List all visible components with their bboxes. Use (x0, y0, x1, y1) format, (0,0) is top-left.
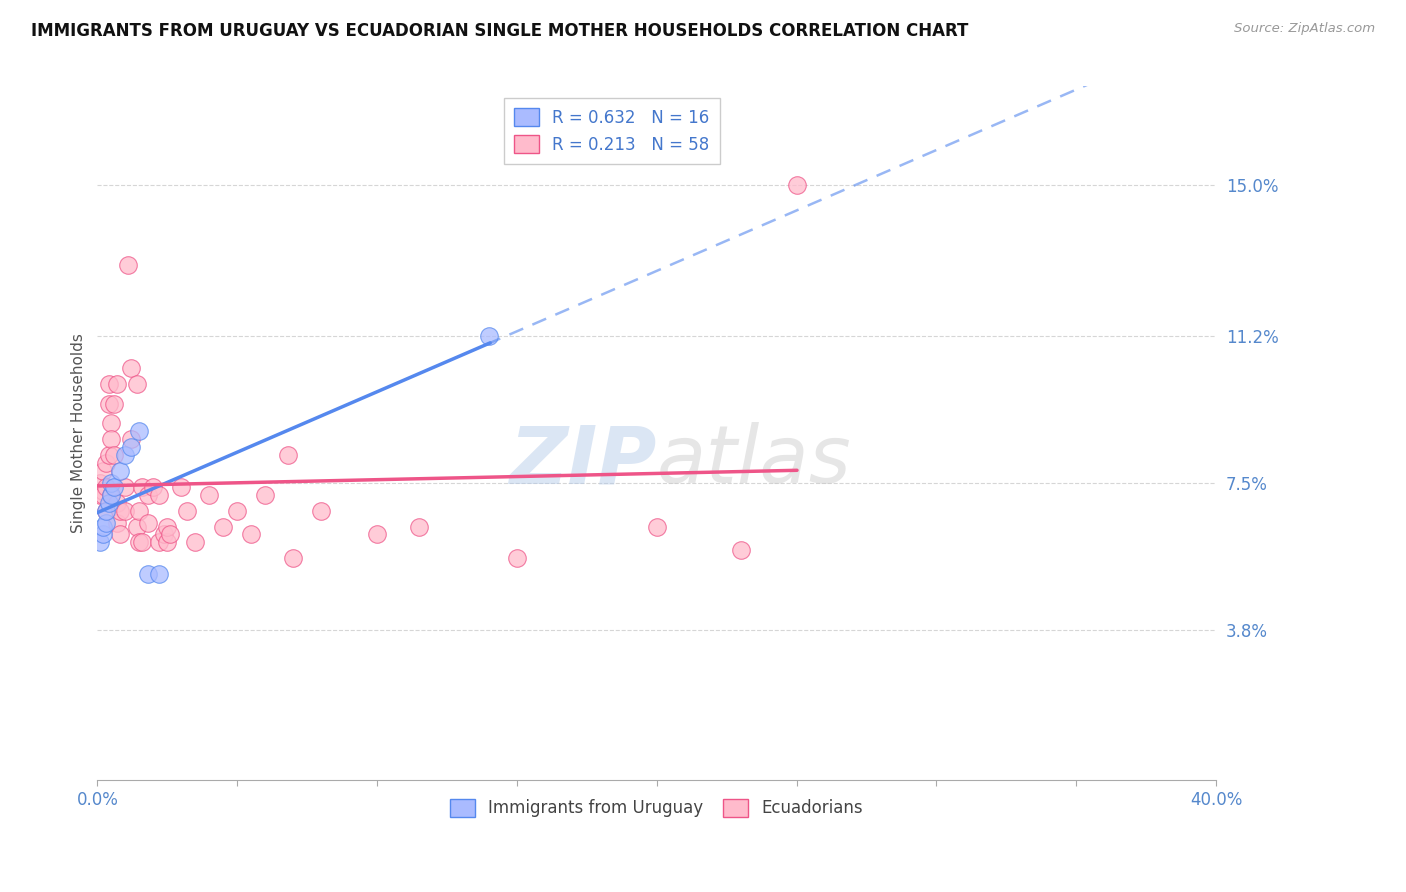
Point (128, 425, 150, 439)
Text: IMMIGRANTS FROM URUGUAY VS ECUADORIAN SINGLE MOTHER HOUSEHOLDS CORRELATION CHART: IMMIGRANTS FROM URUGUAY VS ECUADORIAN SI… (31, 22, 969, 40)
Point (226, 503, 249, 517)
Point (100, 488, 122, 502)
Point (91, 519, 114, 533)
Point (94, 503, 117, 517)
Point (120, 440, 142, 454)
Y-axis label: Single Mother Households: Single Mother Households (72, 334, 86, 533)
Point (100, 475, 122, 490)
Point (89, 535, 111, 549)
Point (645, 519, 668, 533)
Point (94, 480, 117, 494)
Point (91, 488, 114, 502)
Point (156, 535, 179, 549)
Point (105, 496, 128, 510)
Point (408, 519, 430, 533)
Point (478, 329, 501, 343)
Point (94, 516, 117, 530)
Point (148, 535, 170, 549)
Point (131, 480, 153, 494)
Point (89, 488, 111, 502)
Point (108, 503, 131, 517)
Point (786, 178, 808, 193)
Point (730, 543, 752, 558)
Point (120, 432, 142, 446)
Text: ZIP: ZIP (509, 422, 657, 500)
Point (89, 475, 111, 490)
Point (184, 535, 207, 549)
Point (136, 567, 159, 582)
Point (142, 480, 165, 494)
Point (136, 488, 159, 502)
Point (97, 376, 120, 391)
Point (281, 551, 304, 566)
Point (114, 480, 136, 494)
Point (108, 464, 131, 478)
Point (105, 516, 128, 530)
Point (136, 516, 159, 530)
Point (97, 448, 120, 462)
Point (94, 456, 117, 470)
Point (170, 480, 193, 494)
Point (100, 488, 122, 502)
Point (117, 258, 139, 272)
Point (254, 488, 277, 502)
Point (100, 432, 122, 446)
Point (103, 448, 125, 462)
Point (366, 527, 388, 541)
Point (91, 483, 114, 498)
Point (91, 464, 114, 478)
Text: atlas: atlas (657, 422, 852, 500)
Point (277, 448, 299, 462)
Point (506, 551, 529, 566)
Point (97, 496, 120, 510)
Point (125, 376, 148, 391)
Point (108, 527, 131, 541)
Legend: Immigrants from Uruguay, Ecuadorians: Immigrants from Uruguay, Ecuadorians (443, 792, 870, 824)
Point (240, 527, 263, 541)
Point (103, 396, 125, 410)
Point (94, 503, 117, 517)
Point (176, 503, 198, 517)
Point (128, 535, 150, 549)
Point (153, 527, 176, 541)
Point (212, 519, 235, 533)
Point (120, 360, 142, 375)
Point (114, 503, 136, 517)
Point (103, 480, 125, 494)
Point (131, 535, 153, 549)
Point (128, 503, 150, 517)
Point (114, 448, 136, 462)
Text: Source: ZipAtlas.com: Source: ZipAtlas.com (1234, 22, 1375, 36)
Point (97, 396, 120, 410)
Point (148, 488, 170, 502)
Point (198, 488, 221, 502)
Point (125, 519, 148, 533)
Point (309, 503, 332, 517)
Point (91, 527, 114, 541)
Point (148, 567, 170, 582)
Point (105, 376, 128, 391)
Point (159, 527, 181, 541)
Point (100, 417, 122, 431)
Point (156, 519, 179, 533)
